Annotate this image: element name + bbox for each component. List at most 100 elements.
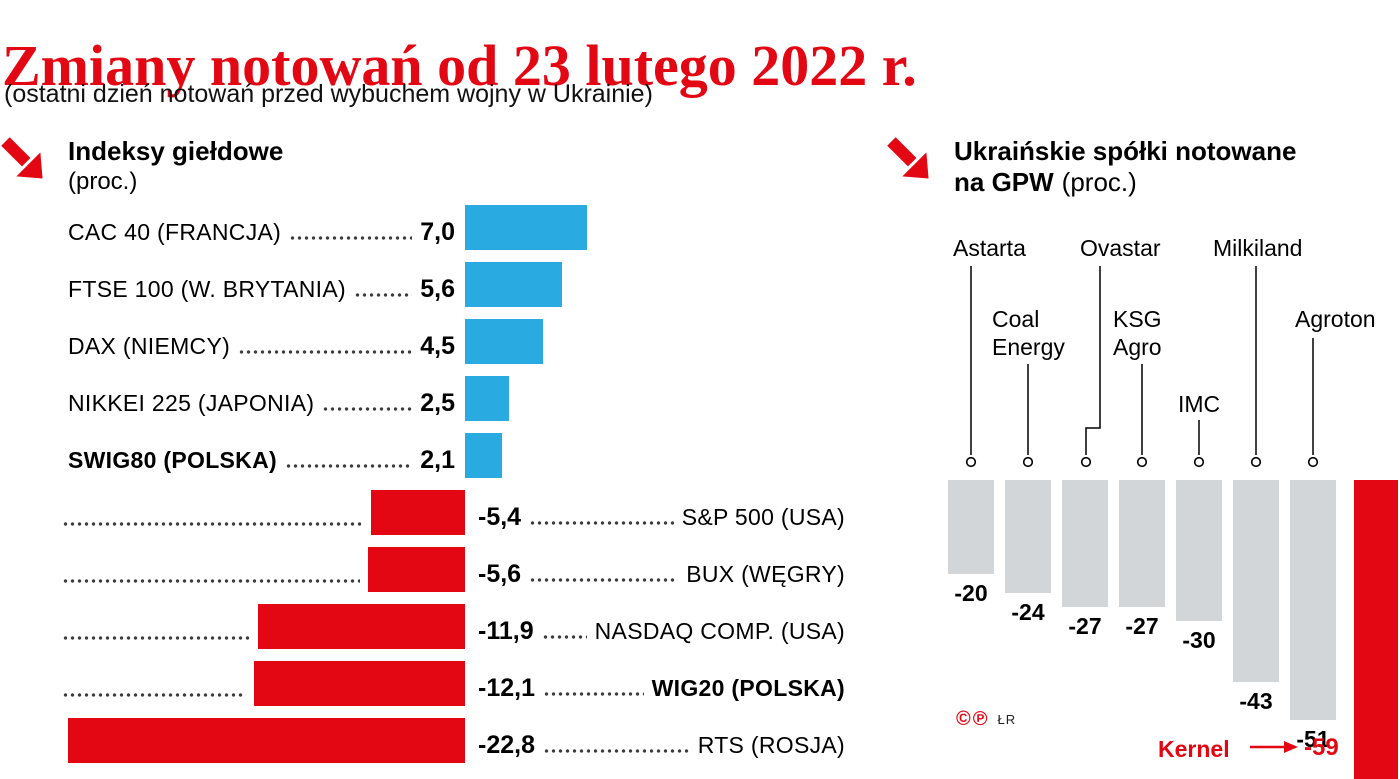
- left-panel-heading: Indeksy giełdowe (proc.): [68, 136, 283, 197]
- company-label-ovastar: Ovastar: [1080, 235, 1161, 261]
- company-label-ksg-agro: KSG Agro: [1113, 306, 1162, 361]
- value-label: -11,9: [478, 617, 534, 645]
- company-bar-ksg-agro: [1119, 480, 1165, 607]
- index-bar-chart: CAC 40 (FRANCJA) 7,0 FTSE 100 (W. BRYTANIA…: [0, 205, 868, 779]
- dotted-leader: [62, 693, 246, 697]
- company-bar-milkiland: [1233, 480, 1279, 682]
- index-bar: [465, 376, 509, 421]
- company-value-imc: -30: [1182, 627, 1216, 653]
- dotted-leader: [289, 236, 413, 240]
- company-bar-coal-energy: [1005, 480, 1051, 593]
- index-bar: [68, 718, 465, 763]
- index-row: -11,9 NASDAQ COMP. (USA): [0, 604, 868, 649]
- index-row-text: NIKKEI 225 (JAPONIA) 2,5: [68, 376, 455, 421]
- index-row: NIKKEI 225 (JAPONIA) 2,5: [0, 376, 868, 421]
- dotted-leader: [353, 293, 413, 297]
- bar-top-marker: [1022, 456, 1034, 468]
- dotted-leader: [238, 350, 413, 354]
- category-label: WIG20 (POLSKA): [651, 675, 845, 701]
- right-panel-title-bold: na GPW: [954, 166, 1054, 197]
- index-row: -22,8 RTS (ROSJA): [0, 718, 868, 763]
- down-right-arrow-icon: [887, 137, 929, 179]
- company-label-agroton: Agroton: [1295, 306, 1376, 332]
- category-label: CAC 40 (FRANCJA): [68, 219, 282, 245]
- index-row-text: -5,4 S&P 500 (USA): [478, 490, 845, 535]
- category-label: RTS (ROSJA): [697, 732, 845, 758]
- company-bar-astarta: [948, 480, 994, 574]
- category-label: FTSE 100 (W. BRYTANIA): [68, 276, 346, 302]
- index-row-text: -5,6 BUX (WĘGRY): [478, 547, 845, 592]
- value-label: 2,5: [420, 389, 455, 417]
- index-bar: [254, 661, 465, 706]
- index-row: CAC 40 (FRANCJA) 7,0: [0, 205, 868, 250]
- value-label: 4,5: [420, 332, 455, 360]
- bar-top-marker: [965, 456, 977, 468]
- index-row-text: SWIG80 (POLSKA) 2,1: [68, 433, 455, 478]
- index-bar: [371, 490, 465, 535]
- index-row-text: -22,8 RTS (ROSJA): [478, 718, 845, 763]
- dotted-leader: [529, 521, 674, 525]
- dotted-leader: [284, 464, 413, 468]
- right-panel-header: Ukraińskie spółki notowane na GPW (proc.): [886, 136, 1296, 197]
- dotted-leader: [322, 407, 413, 411]
- left-panel-header: Indeksy giełdowe (proc.): [0, 136, 283, 197]
- index-row: SWIG80 (POLSKA) 2,1: [0, 433, 868, 478]
- company-value-coal-energy: -24: [1011, 599, 1045, 625]
- company-bar-kernel: [1354, 480, 1398, 779]
- index-bar: [258, 604, 465, 649]
- connector-ovastar: [1085, 266, 1101, 455]
- company-value-kernel: -59: [1304, 734, 1339, 761]
- value-label: -5,4: [478, 503, 522, 531]
- category-label: BUX (WĘGRY): [686, 561, 845, 587]
- company-label-astarta: Astarta: [953, 235, 1026, 261]
- left-panel-unit: (proc.): [68, 167, 138, 195]
- company-value-ovastar: -27: [1068, 613, 1102, 639]
- left-panel-title: Indeksy giełdowe: [68, 136, 284, 166]
- index-row: DAX (NIEMCY) 4,5: [0, 319, 868, 364]
- right-panel-heading: Ukraińskie spółki notowane na GPW (proc.): [954, 136, 1296, 197]
- category-label: NIKKEI 225 (JAPONIA): [68, 390, 315, 416]
- author-initials: ŁR: [997, 712, 1017, 727]
- value-label: -12,1: [478, 674, 535, 702]
- value-label: 7,0: [420, 218, 455, 246]
- down-right-arrow-icon: [1, 137, 43, 179]
- index-row: -5,6 BUX (WĘGRY): [0, 547, 868, 592]
- bar-top-marker: [1080, 456, 1092, 468]
- dotted-leader: [542, 692, 644, 696]
- company-bar-ovastar: [1062, 480, 1108, 607]
- company-value-milkiland: -43: [1239, 688, 1273, 714]
- company-bar-imc: [1176, 480, 1222, 621]
- company-value-agroton: -51: [1296, 726, 1330, 752]
- index-bar: [465, 433, 502, 478]
- index-bar: [368, 547, 465, 592]
- index-row: -12,1 WIG20 (POLSKA): [0, 661, 868, 706]
- right-panel-title-line1: Ukraińskie spółki notowane: [954, 136, 1297, 166]
- dotted-leader: [542, 749, 690, 753]
- index-row: -5,4 S&P 500 (USA): [0, 490, 868, 535]
- index-bar: [465, 205, 587, 250]
- dotted-leader: [62, 636, 250, 640]
- company-bar-agroton: [1290, 480, 1336, 720]
- company-label-imc: IMC: [1178, 391, 1221, 417]
- index-row-text: FTSE 100 (W. BRYTANIA) 5,6: [68, 262, 455, 307]
- dotted-leader: [62, 522, 363, 526]
- copyright-icon: ©℗: [956, 708, 990, 730]
- bar-top-marker: [1307, 456, 1319, 468]
- category-label: S&P 500 (USA): [681, 504, 845, 530]
- value-label: 2,1: [420, 446, 455, 474]
- dotted-leader: [541, 635, 587, 639]
- right-panel-title-line2: na GPW (proc.): [954, 167, 1296, 198]
- index-row-text: -11,9 NASDAQ COMP. (USA): [478, 604, 845, 649]
- category-label: SWIG80 (POLSKA): [68, 447, 277, 473]
- index-row-text: DAX (NIEMCY) 4,5: [68, 319, 455, 364]
- value-label: 5,6: [420, 275, 455, 303]
- gpw-company-bar-chart: -20 -24 -27 -27 -30 -43 -51: [948, 480, 1400, 779]
- bar-top-marker: [1136, 456, 1148, 468]
- category-label: DAX (NIEMCY): [68, 333, 231, 359]
- index-row-text: CAC 40 (FRANCJA) 7,0: [68, 205, 455, 250]
- index-row-text: -12,1 WIG20 (POLSKA): [478, 661, 845, 706]
- company-label-kernel: Kernel: [1158, 736, 1230, 762]
- value-label: -5,6: [478, 560, 522, 588]
- value-label: -22,8: [478, 731, 535, 759]
